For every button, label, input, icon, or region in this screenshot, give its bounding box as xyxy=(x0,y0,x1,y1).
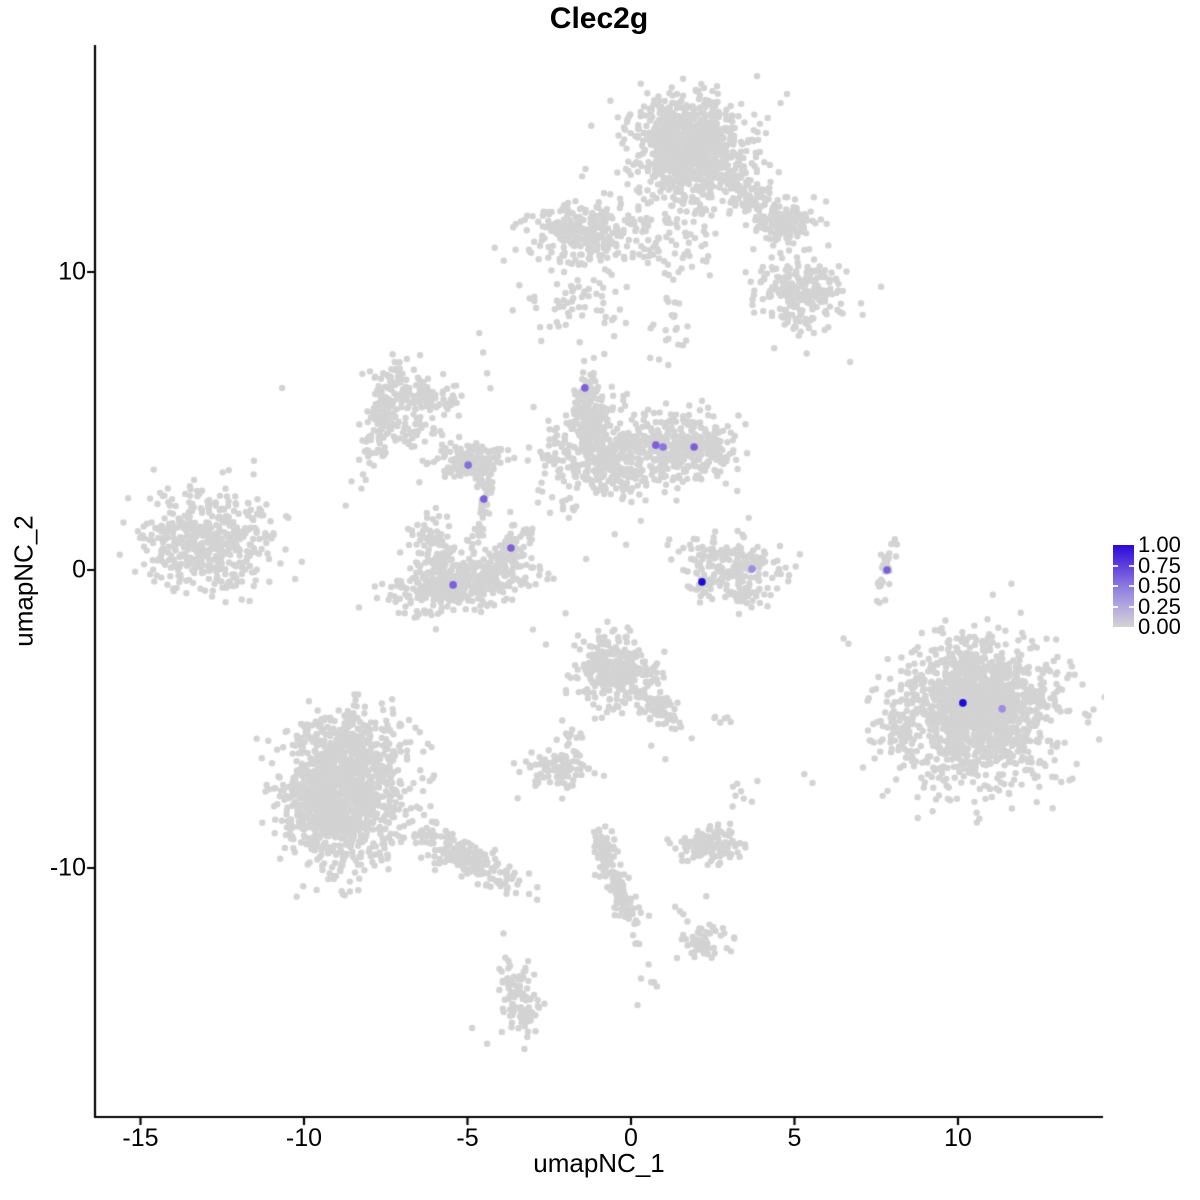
legend-labels: 1.00 0.75 0.50 0.25 0.00 xyxy=(1138,534,1198,638)
legend-tick-mark xyxy=(1113,605,1118,608)
legend-label-0.00: 0.00 xyxy=(1138,614,1181,639)
legend-colorbar xyxy=(1113,545,1134,627)
plot-title: Clec2g xyxy=(549,2,649,35)
y-tick-label: 0 xyxy=(72,555,86,584)
x-tick-label: 10 xyxy=(944,1124,972,1152)
legend-tick-mark xyxy=(1129,564,1134,567)
x-tick-label: 0 xyxy=(624,1124,638,1152)
y-tick-label: -10 xyxy=(49,853,86,882)
x-tick-label: -10 xyxy=(285,1124,323,1152)
legend-label-0.50: 0.50 xyxy=(1138,573,1181,598)
legend-tick-mark xyxy=(1129,605,1134,608)
legend-tick-mark xyxy=(1129,585,1134,587)
legend-label-0.75: 0.75 xyxy=(1138,552,1181,578)
x-axis-label: umapNC_1 xyxy=(533,1148,665,1178)
legend-label-1.00: 1.00 xyxy=(1138,532,1181,557)
x-tick-label: -5 xyxy=(456,1124,479,1152)
legend: 1.00 0.75 0.50 0.25 0.00 xyxy=(1113,534,1198,638)
legend-label-0.25: 0.25 xyxy=(1138,593,1181,619)
x-tick-label: 5 xyxy=(787,1124,802,1152)
legend-tick-mark xyxy=(1113,564,1118,567)
y-axis-label: umapNC_2 xyxy=(8,515,39,647)
y-tick-label: 10 xyxy=(58,257,86,286)
x-tick-label: -15 xyxy=(122,1124,159,1152)
legend-tick-mark xyxy=(1113,585,1118,587)
